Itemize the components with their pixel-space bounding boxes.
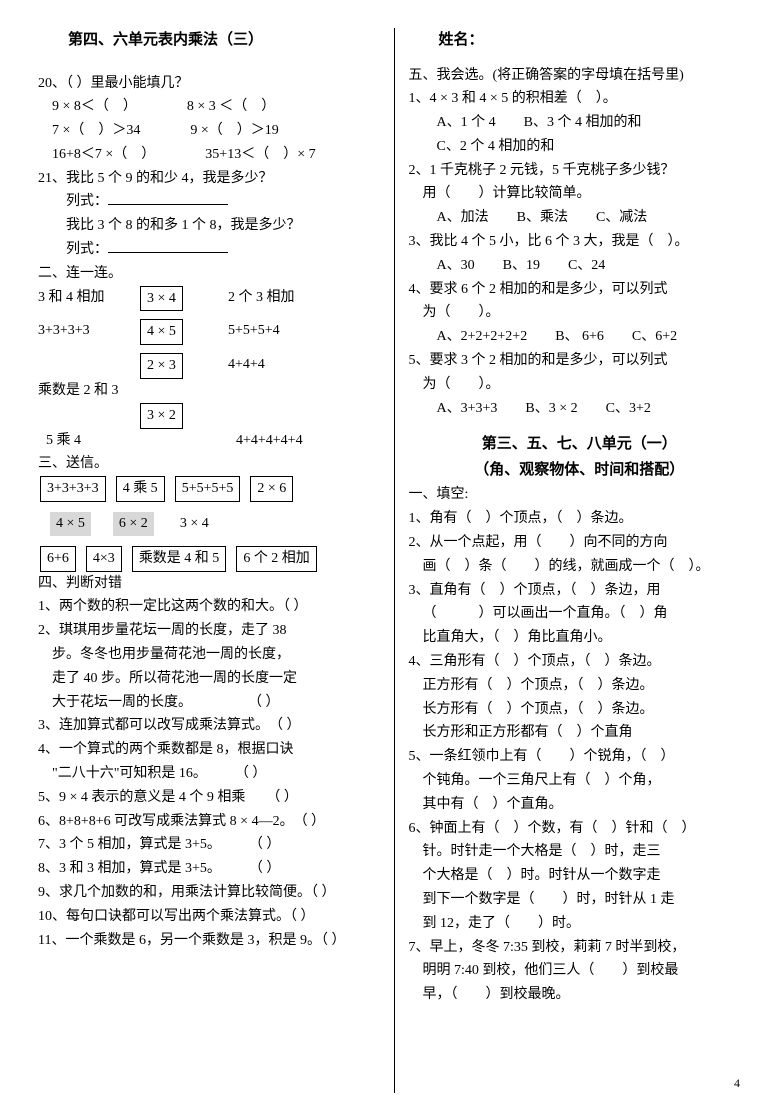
f4c: 长方形有（ ）个顶点，（ ）条边。 (409, 698, 751, 722)
f6c: 个大格是（ ）时。时针从一个数字走 (409, 864, 751, 888)
f5c: 其中有（ ）个直角。 (409, 793, 751, 817)
q20-f: 35+13＜（ ）× 7 (205, 143, 315, 167)
sec2: 二、连一连。 (38, 262, 380, 286)
f7c: 早，（ ）到校最晚。 (409, 983, 751, 1007)
rq5b: A、3+3+3 B、3 × 2 C、3+2 (409, 397, 751, 421)
m1r: 2 个 3 相加 (228, 286, 295, 312)
j2b: 步。冬冬也用步量荷花池一周的长度， (38, 643, 380, 667)
f5b: 个钝角。一个三角尺上有（ ）个角， (409, 769, 751, 793)
q20-b: 8 × 3 ＜（ ） (187, 95, 275, 119)
q21-a2: 列式： (66, 194, 108, 209)
s1a: 3+3+3+3 (40, 476, 106, 502)
m3c: 2 × 3 (140, 353, 183, 379)
rq3: 3、我比 4 个 5 小，比 6 个 3 大，我是（ ）。 (409, 230, 751, 254)
f4b: 正方形有（ ）个顶点，（ ）条边。 (409, 674, 751, 698)
rq1a: A、1 个 4 B、3 个 4 相加的和 (409, 111, 751, 135)
unit-title2: （角、观察物体、时间和搭配） (409, 458, 751, 484)
f1: 1、角有（ ）个顶点，（ ）条边。 (409, 507, 751, 531)
rq2a: 用（ ）计算比较简单。 (409, 182, 751, 206)
s2c: 3 × 4 (174, 512, 215, 536)
rq2: 2、1 千克桃子 2 元钱，5 千克桃子多少钱？ (409, 159, 751, 183)
rq5a: 为（ ）。 (409, 373, 751, 397)
f2a: 2、从一个点起，用（ ）向不同的方向 (409, 531, 751, 555)
m1l: 3 和 4 相加 (38, 286, 138, 312)
m3l: 乘数是 2 和 3 (38, 379, 380, 403)
f3c: 比直角大，（ ）角比直角小。 (409, 626, 751, 650)
rq3a: A、30 B、19 C、24 (409, 254, 751, 278)
q20-c: 7 ×（ ）＞34 (52, 119, 140, 143)
m2l: 3+3+3+3 (38, 319, 138, 345)
j6: 6、8+8+8+6 可改写成乘法算式 8 × 4—2。 （ ） (38, 810, 380, 834)
fill-sec: 一、填空: (409, 483, 751, 507)
q20-e: 16+8＜7 ×（ ） (52, 143, 155, 167)
unit-title1: 第三、五、七、八单元（一） (409, 432, 751, 458)
q20-a: 9 × 8＜（ ） (52, 95, 137, 119)
left-title: 第四、六单元表内乘法（三） (38, 28, 380, 54)
s2b: 6 × 2 (113, 512, 154, 536)
q21-a: 21、我比 5 个 9 的和少 4，我是多少？ (38, 167, 380, 191)
f3b: （ ）可以画出一个直角。（ ）角 (409, 602, 751, 626)
q20-d: 9 ×（ ）＞19 (190, 119, 278, 143)
rq2b: A、加法 B、乘法 C、减法 (409, 206, 751, 230)
j10: 10、每句口诀都可以写出两个乘法算式。（ ） (38, 905, 380, 929)
rq1b: C、2 个 4 相加的和 (409, 135, 751, 159)
m3r: 4+4+4 (228, 353, 265, 379)
m5l: 5 乘 4 (38, 429, 146, 453)
rq5: 5、要求 3 个 2 相加的和是多少，可以列式 (409, 349, 751, 373)
sec3: 三、送信。 (38, 452, 380, 476)
f6b: 针。时针走一个大格是（ ）时，走三 (409, 840, 751, 864)
s1d: 2 × 6 (250, 476, 293, 502)
f6d: 到下一个数字是（ ）时，时针从 1 走 (409, 888, 751, 912)
name-label: 姓名： (409, 28, 751, 54)
s1c: 5+5+5+5 (175, 476, 241, 502)
j7: 7、3 个 5 相加，算式是 3+5。 （ ） (38, 833, 380, 857)
rq4a: 为（ ）。 (409, 301, 751, 325)
f4a: 4、三角形有（ ）个顶点，（ ）条边。 (409, 650, 751, 674)
rq4b: A、2+2+2+2+2 B、 6+6 C、6+2 (409, 325, 751, 349)
sec4: 四、判断对错 (38, 572, 380, 596)
f6a: 6、钟面上有（ ）个数，有（ ）针和（ ） (409, 817, 751, 841)
f2b: 画（ ）条（ ）的线，就画成一个（ ）。 (409, 555, 751, 579)
j2a: 2、琪琪用步量花坛一周的长度，走了 38 (38, 619, 380, 643)
j2c: 走了 40 步。所以荷花池一周的长度一定 (38, 667, 380, 691)
j4a: 4、一个算式的两个乘数都是 8，根据口诀 (38, 738, 380, 762)
j4b: "二八十六"可知积是 16。 （ ） (38, 762, 380, 786)
j5: 5、9 × 4 表示的意义是 4 个 9 相乘 （ ） (38, 786, 380, 810)
blank-line[interactable] (108, 190, 228, 205)
f7a: 7、早上，冬冬 7:35 到校，莉莉 7 时半到校， (409, 936, 751, 960)
m2c: 4 × 5 (140, 319, 183, 345)
f3a: 3、直角有（ ）个顶点，（ ）条边，用 (409, 579, 751, 603)
blank-line[interactable] (108, 238, 228, 253)
rq1: 1、4 × 3 和 4 × 5 的积相差（ ）。 (409, 87, 751, 111)
s3d: 6 个 2 相加 (236, 546, 317, 572)
j2d: 大于花坛一周的长度。 （ ） (38, 691, 380, 715)
q21-b2: 列式： (66, 242, 108, 257)
q20-head: 20、（ ）里最小能填几？ (38, 72, 380, 96)
q21-b: 我比 3 个 8 的和多 1 个 8，我是多少？ (38, 214, 380, 238)
j9: 9、求几个加数的和，用乘法计算比较简便。（ ） (38, 881, 380, 905)
sec5: 五、我会选。(将正确答案的字母填在括号里) (409, 64, 751, 88)
page-number: 4 (734, 1073, 740, 1093)
j11: 11、一个乘数是 6，另一个乘数是 3，积是 9。（ ） (38, 929, 380, 953)
j8: 8、3 和 3 相加，算式是 3+5。 （ ） (38, 857, 380, 881)
m4c: 3 × 2 (140, 403, 183, 429)
s3b: 4×3 (86, 546, 122, 572)
m1c: 3 × 4 (140, 286, 183, 312)
f7b: 明明 7:40 到校，他们三人（ ）到校最 (409, 959, 751, 983)
s3c: 乘数是 4 和 5 (132, 546, 227, 572)
j1: 1、两个数的积一定比这两个数的和大。（ ） (38, 595, 380, 619)
rq4: 4、要求 6 个 2 相加的和是多少，可以列式 (409, 278, 751, 302)
f6e: 到 12，走了（ ）时。 (409, 912, 751, 936)
m2r: 5+5+5+4 (228, 319, 280, 345)
s3a: 6+6 (40, 546, 76, 572)
m5r: 4+4+4+4+4 (236, 429, 303, 453)
s1b: 4 乘 5 (116, 476, 165, 502)
s2a: 4 × 5 (50, 512, 91, 536)
f4d: 长方形和正方形都有（ ）个直角 (409, 721, 751, 745)
j3: 3、连加算式都可以改写成乘法算式。 （ ） (38, 714, 380, 738)
f5a: 5、一条红领巾上有（ ）个锐角，（ ） (409, 745, 751, 769)
